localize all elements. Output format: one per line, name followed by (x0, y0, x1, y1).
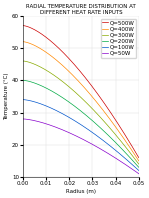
Q=500W (23, 24, 24, 27)
Line: Q=50W: Q=50W (23, 119, 139, 174)
Title: RADIAL TEMPERATURE DISTRIBUTION AT DIFFERENT HEAT RATE INPUTS: RADIAL TEMPERATURE DISTRIBUTION AT DIFFE… (26, 4, 136, 15)
Q=500W (138, 156, 140, 159)
Q=200W (22, 79, 24, 82)
Q=50W (138, 172, 140, 175)
Q=200W (127, 154, 129, 156)
Q=50W (120, 160, 121, 163)
Q=300W (93, 109, 95, 111)
Line: Q=300W: Q=300W (23, 61, 139, 164)
Q=100W (91, 131, 93, 133)
Q=300W (138, 163, 140, 165)
Q=500W (22, 24, 24, 27)
Q=50W (127, 165, 129, 167)
Q=400W (22, 41, 24, 43)
Q=400W (120, 133, 121, 135)
Q=50W (91, 143, 93, 145)
Q=200W (93, 121, 95, 123)
Q=300W (22, 60, 24, 62)
Q=400W (127, 143, 129, 146)
Q=100W (22, 98, 24, 101)
Y-axis label: Temperature (°C): Temperature (°C) (4, 73, 9, 120)
Q=100W (23, 98, 24, 101)
Q=500W (91, 85, 93, 87)
Q=200W (120, 146, 121, 149)
Line: Q=500W: Q=500W (23, 26, 139, 158)
Legend: Q=500W, Q=400W, Q=300W, Q=200W, Q=100W, Q=50W: Q=500W, Q=400W, Q=300W, Q=200W, Q=100W, … (100, 19, 136, 58)
Line: Q=100W: Q=100W (23, 100, 139, 170)
Q=300W (23, 60, 24, 62)
Q=50W (91, 143, 92, 145)
Q=300W (91, 107, 92, 109)
Q=400W (23, 41, 24, 43)
Q=200W (23, 79, 24, 82)
Q=500W (91, 85, 92, 87)
Q=400W (91, 95, 93, 98)
Q=50W (93, 144, 95, 146)
Q=300W (127, 149, 129, 151)
Q=200W (91, 119, 92, 121)
Q=400W (93, 98, 95, 100)
Q=100W (91, 131, 92, 133)
Line: Q=400W: Q=400W (23, 42, 139, 161)
Q=100W (93, 132, 95, 135)
Q=200W (91, 119, 93, 121)
Q=300W (120, 140, 121, 142)
Line: Q=200W: Q=200W (23, 80, 139, 167)
Q=400W (91, 95, 92, 97)
X-axis label: Radius (m): Radius (m) (66, 189, 96, 194)
Q=100W (127, 160, 129, 162)
Q=500W (120, 127, 121, 129)
Q=50W (22, 118, 24, 120)
Q=300W (91, 107, 93, 109)
Q=500W (127, 138, 129, 141)
Q=50W (23, 118, 24, 120)
Q=200W (138, 166, 140, 168)
Q=500W (93, 88, 95, 90)
Q=100W (138, 169, 140, 172)
Q=100W (120, 153, 121, 156)
Q=400W (138, 160, 140, 162)
